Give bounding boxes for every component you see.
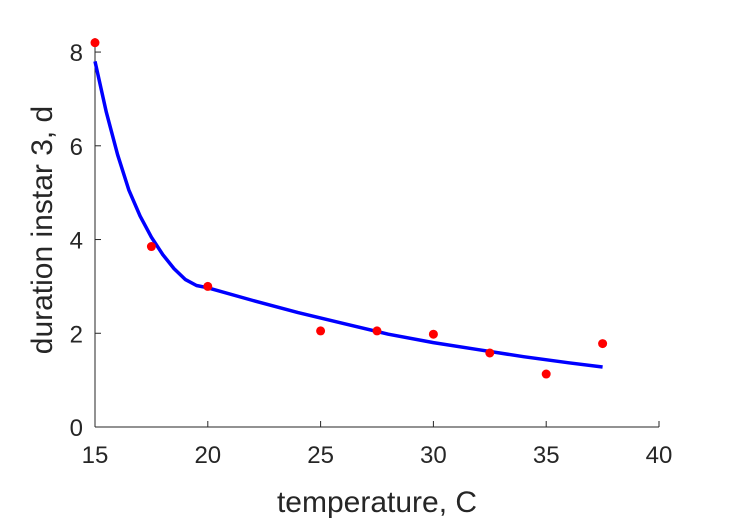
y-tick-label: 2 xyxy=(70,321,83,348)
x-tick-label: 35 xyxy=(533,442,560,469)
y-tick-label: 0 xyxy=(70,415,83,442)
x-tick-label: 30 xyxy=(420,442,447,469)
y-tick-label: 8 xyxy=(70,40,83,67)
axes xyxy=(94,38,659,428)
data-point xyxy=(146,242,156,252)
x-axis-label: temperature, C xyxy=(277,486,477,519)
data-point xyxy=(485,348,495,358)
x-tick-label: 40 xyxy=(646,442,673,469)
data-point xyxy=(372,326,382,336)
x-tick-label: 25 xyxy=(307,442,334,469)
ticks: 15 20 25 30 35 40 0 2 4 6 8 xyxy=(70,40,673,469)
data-point xyxy=(203,281,213,291)
y-tick-label: 4 xyxy=(70,228,83,255)
data-point xyxy=(541,369,551,379)
y-tick-label: 6 xyxy=(70,134,83,161)
scatter-points-series xyxy=(90,38,608,379)
data-point xyxy=(90,38,100,48)
y-axis-label: duration instar 3, d xyxy=(26,106,59,354)
fit-line xyxy=(93,61,603,369)
fit-line-series xyxy=(93,61,603,369)
data-point xyxy=(598,339,608,349)
data-point xyxy=(316,326,326,336)
x-tick-label: 15 xyxy=(82,442,109,469)
data-point xyxy=(428,329,438,339)
x-tick-label: 20 xyxy=(194,442,221,469)
